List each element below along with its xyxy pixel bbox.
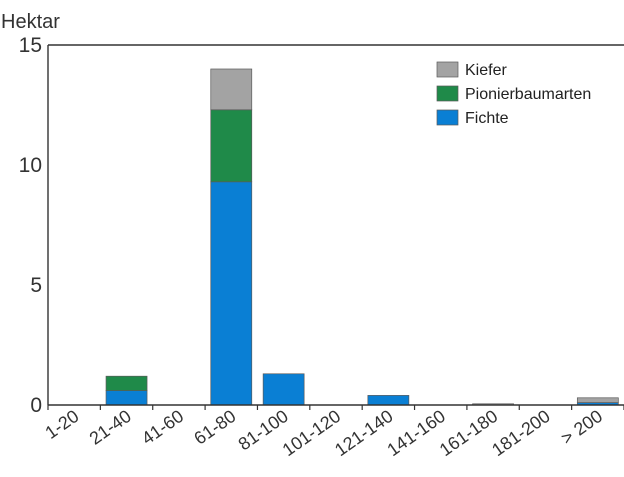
bar-fichte-121140 — [367, 395, 410, 406]
y-tick-label-0: 0 — [30, 394, 42, 417]
y-tick-label-10: 10 — [19, 154, 42, 177]
legend-label-kiefer: Kiefer — [465, 62, 507, 79]
legend-label-pionierbaumarten: Pionierbaumarten — [465, 86, 591, 103]
x-tick-label: 181-200 — [488, 406, 554, 460]
legend-swatch-fichte — [436, 109, 459, 126]
legend-label-fichte: Fichte — [465, 110, 509, 127]
x-tick-label: 101-120 — [279, 406, 345, 460]
legend: Kiefer Pionierbaumarten Fichte — [436, 61, 591, 127]
x-tick-label: 21-40 — [86, 406, 135, 449]
bar-fichte-6180 — [210, 181, 253, 406]
x-tick-marks — [47, 405, 624, 410]
bar-pionierbaumarten-6180 — [210, 109, 253, 183]
y-tick-label-5: 5 — [30, 274, 42, 297]
x-tick-label: > 200 — [557, 406, 606, 449]
x-tick-labels: 1-20 21-40 41-60 61-8081-100101-120121-1401… — [41, 406, 606, 460]
legend-swatch-pionierbaumarten — [436, 85, 459, 102]
y-tick-labels: 0 5 10 15 — [19, 34, 42, 417]
y-tick-label-15: 15 — [19, 34, 42, 57]
bar-pionierbaumarten-2140 — [105, 375, 148, 391]
y-axis-title: Hektar — [1, 11, 60, 33]
x-tick-label: 41-60 — [138, 406, 187, 449]
x-tick-label: 1-20 — [41, 406, 82, 443]
x-tick-label: 161-180 — [436, 406, 502, 460]
legend-swatch-kiefer — [436, 61, 459, 78]
bar-kiefer-200 — [576, 397, 619, 403]
bar-fichte-81100 — [262, 373, 305, 406]
bar-kiefer-6180 — [210, 68, 253, 111]
bars — [105, 68, 619, 406]
x-tick-label: 121-140 — [331, 406, 397, 460]
x-tick-label: 141-160 — [383, 406, 449, 460]
bar-fichte-2140 — [105, 390, 148, 406]
x-tick-label: 61-80 — [190, 406, 239, 449]
